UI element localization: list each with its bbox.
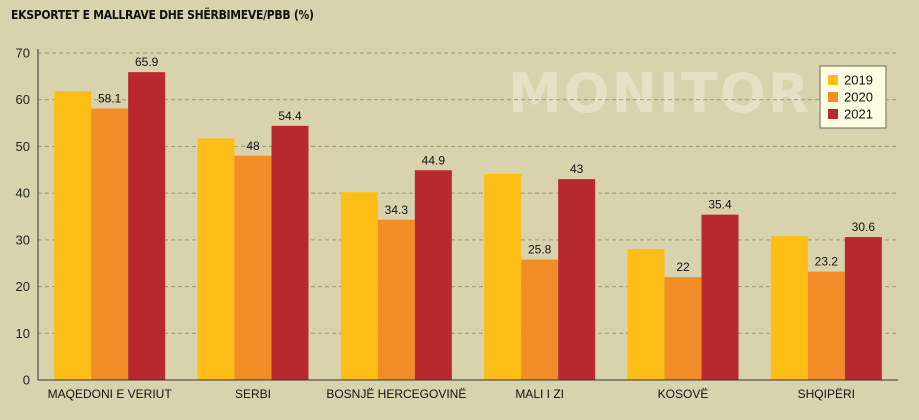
bar-2020-3	[521, 259, 559, 380]
data-label: 43	[570, 162, 584, 176]
chart-title: EKSPORTET E MALLRAVE DHE SHËRBIMEVE/PBB …	[11, 8, 314, 22]
bar-2019-0	[54, 91, 92, 380]
bar-2021-3	[558, 179, 596, 380]
y-tick-label: 0	[23, 373, 30, 388]
bar-2021-1	[271, 125, 309, 380]
bar-2021-0	[128, 72, 166, 380]
bar-layer: 58.1 65.9 48 54.4 34.3 44.9 25.8 43 22 35.4 23.2 30…	[54, 55, 882, 380]
legend-label: 2019	[844, 73, 873, 88]
legend-swatch	[828, 92, 838, 102]
data-label: 34.3	[385, 203, 409, 217]
bar-2020-1	[234, 155, 272, 380]
y-tick-label: 40	[16, 186, 30, 201]
y-tick-label: 30	[16, 232, 30, 247]
legend-swatch	[828, 109, 838, 119]
legend-label: 2021	[844, 107, 873, 122]
axis-layer: 0 10 20 30 40 50 60 70 MAQEDONI E VERIUT SERBI BOS…	[16, 46, 898, 401]
bar-2019-3	[484, 173, 522, 380]
legend-swatch	[828, 75, 838, 85]
y-tick-label: 50	[16, 139, 30, 154]
data-label: 25.8	[528, 242, 552, 256]
bar-2019-4	[627, 249, 665, 380]
y-tick-label: 60	[16, 92, 30, 107]
x-tick-label: MALI I ZI	[515, 387, 564, 401]
bar-2019-1	[197, 138, 235, 380]
x-tick-label: KOSOVË	[658, 387, 709, 401]
data-label: 22	[676, 260, 690, 274]
data-label: 54.4	[278, 109, 302, 123]
data-label: 35.4	[708, 198, 732, 212]
x-tick-label: SHQIPËRI	[798, 387, 855, 401]
data-label: 58.1	[98, 92, 122, 106]
data-label: 65.9	[135, 55, 159, 69]
legend: 2019 2020 2021	[819, 65, 887, 129]
bar-2020-2	[377, 219, 415, 380]
bar-2021-2	[414, 170, 452, 380]
bar-2020-4	[664, 277, 702, 380]
y-tick-label: 10	[16, 326, 30, 341]
data-label: 23.2	[815, 255, 839, 269]
bar-2021-5	[844, 237, 882, 380]
y-tick-label: 70	[16, 46, 30, 61]
y-tick-label: 20	[16, 279, 30, 294]
bar-2021-4	[701, 214, 739, 380]
data-label: 48	[246, 139, 260, 153]
bar-2019-2	[340, 192, 378, 380]
x-tick-label: BOSNJË HERCEGOVINË	[326, 387, 466, 401]
legend-label: 2020	[844, 90, 873, 105]
grid-layer	[38, 52, 898, 334]
x-tick-label: MAQEDONI E VERIUT	[48, 387, 173, 401]
bar-2019-5	[770, 236, 808, 380]
bar-2020-0	[91, 108, 129, 380]
x-tick-label: SERBI	[235, 387, 271, 401]
bar-2020-5	[807, 271, 845, 380]
data-label: 44.9	[422, 153, 446, 167]
data-label: 30.6	[852, 220, 876, 234]
